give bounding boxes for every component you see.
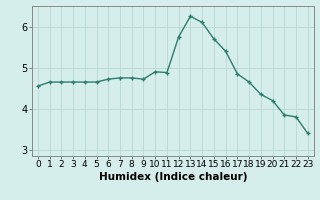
X-axis label: Humidex (Indice chaleur): Humidex (Indice chaleur) <box>99 172 247 182</box>
